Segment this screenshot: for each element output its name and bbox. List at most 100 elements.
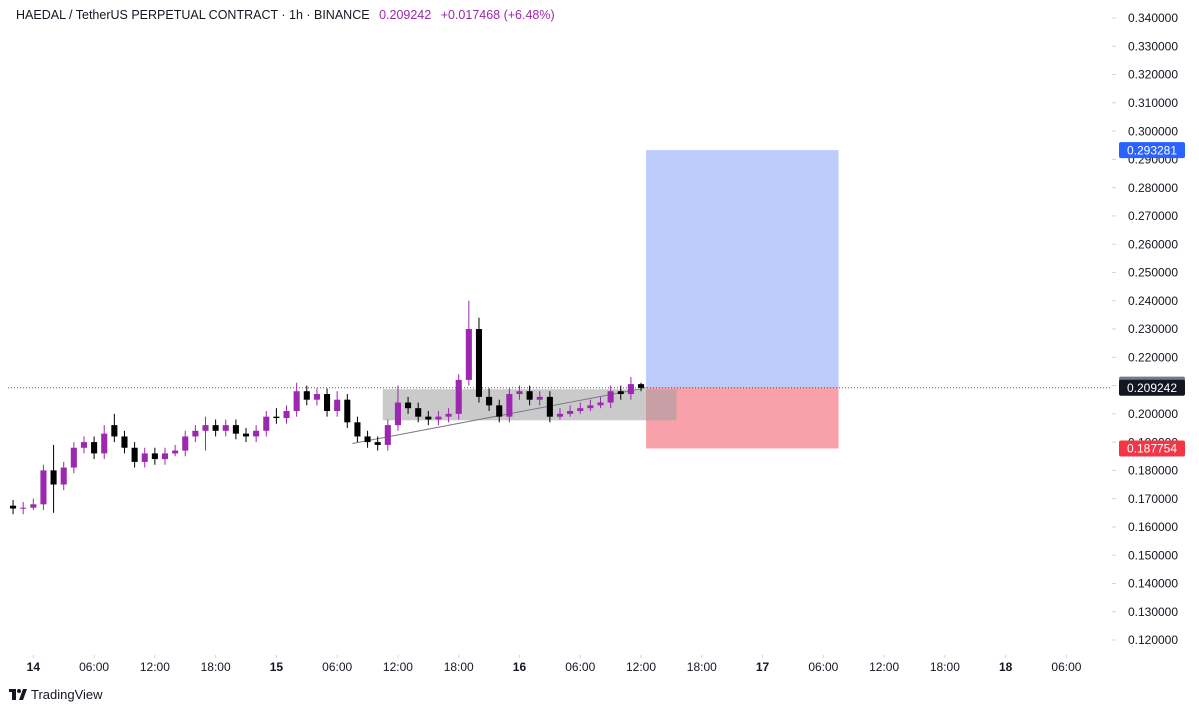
last-price: 0.209242: [379, 8, 432, 22]
x-tick-label: 12:00: [869, 660, 899, 674]
candle-body: [425, 416, 432, 420]
candle-body: [80, 442, 88, 448]
price-tag-label: 0.209242: [1127, 381, 1177, 395]
header: HAEDAL / TetherUS PERPETUAL CONTRACT · 1…: [16, 8, 561, 22]
price-change: +0.017468 (+6.48%): [440, 8, 555, 22]
candle-body: [637, 384, 645, 388]
candle-body: [232, 425, 239, 434]
x-tick-label: 06:00: [1051, 660, 1081, 674]
candle-body: [131, 447, 138, 462]
y-tick-label: 0.230000: [1128, 322, 1178, 336]
y-tick-label: 0.130000: [1128, 605, 1178, 619]
y-tick-label: 0.150000: [1128, 548, 1178, 562]
candle-body: [10, 505, 17, 509]
candle-body: [516, 391, 523, 395]
price-tag: [1119, 379, 1185, 396]
y-tick-label: 0.260000: [1128, 237, 1178, 251]
y-tick-label: 0.280000: [1128, 181, 1178, 195]
candle-body: [70, 447, 77, 468]
y-tick-label: 0.310000: [1128, 96, 1178, 110]
x-tick-label: 18:00: [687, 660, 717, 674]
candle-body: [283, 411, 290, 419]
candle-body: [182, 436, 189, 451]
candle-body: [344, 399, 351, 423]
candle-body: [627, 384, 634, 395]
y-tick-label: 0.330000: [1128, 39, 1178, 53]
candle-body: [253, 430, 260, 437]
candle-body: [354, 422, 361, 437]
candle-body: [455, 379, 462, 414]
y-tick-label: 0.140000: [1128, 577, 1178, 591]
candle-body: [405, 402, 412, 409]
y-tick-label: 0.240000: [1128, 294, 1178, 308]
stop-zone: [646, 387, 839, 449]
candle-body: [293, 391, 300, 412]
candle-body: [212, 425, 219, 431]
candle-body: [465, 329, 472, 380]
candle-body: [242, 433, 250, 437]
candle-body: [597, 402, 604, 406]
candle-body: [111, 425, 118, 437]
candle-body: [121, 436, 128, 448]
y-tick-label: 0.170000: [1128, 492, 1178, 506]
candle-body: [486, 396, 493, 406]
candle-body: [546, 396, 553, 417]
candle-body: [394, 402, 401, 426]
x-tick-label: 15: [270, 660, 284, 674]
price-tag: [1119, 142, 1185, 159]
x-tick-label: 17: [756, 660, 770, 674]
candle-body: [536, 396, 543, 400]
y-tick-label: 0.270000: [1128, 209, 1178, 223]
price-tag-label: 0.187754: [1127, 442, 1177, 456]
x-tick-label: 12:00: [383, 660, 413, 674]
price-tag: [1119, 440, 1185, 457]
candle-body: [172, 450, 179, 454]
candle-body: [60, 467, 67, 485]
candle-body: [384, 425, 391, 445]
candle-body: [141, 453, 148, 462]
x-tick-label: 14: [27, 660, 41, 674]
candle-body: [202, 425, 209, 431]
y-tick-label: 0.320000: [1128, 68, 1178, 82]
brand-logo: [9, 689, 27, 700]
candle-body: [475, 329, 483, 397]
y-tick-label: 0.340000: [1128, 11, 1178, 25]
x-tick-label: 12:00: [140, 660, 170, 674]
x-tick-label: 18:00: [930, 660, 960, 674]
y-tick-label: 0.160000: [1128, 520, 1178, 534]
candle-body: [567, 411, 574, 414]
candle-body: [617, 391, 624, 395]
candle-body: [151, 453, 158, 460]
candle-body: [101, 433, 108, 454]
candle-body: [415, 408, 422, 417]
candle-body: [435, 416, 442, 420]
candle-body: [506, 394, 513, 417]
candle-body: [324, 394, 331, 412]
y-tick-label: 0.300000: [1128, 124, 1178, 138]
y-tick-label: 0.250000: [1128, 266, 1178, 280]
candle-body: [374, 442, 381, 445]
candle-body: [161, 453, 169, 460]
candle-body: [263, 416, 270, 431]
candle-body: [91, 442, 98, 454]
candle-body: [30, 504, 37, 508]
candle-body: [40, 470, 47, 505]
brand: TradingView: [31, 687, 103, 702]
x-tick-label: 06:00: [808, 660, 838, 674]
candle-body: [313, 394, 320, 400]
x-tick-label: 16: [513, 660, 527, 674]
candle-body: [526, 391, 533, 400]
candle-body: [192, 430, 199, 437]
candle-body: [496, 405, 503, 417]
x-tick-label: 12:00: [626, 660, 656, 674]
x-tick-label: 06:00: [322, 660, 352, 674]
x-tick-label: 18:00: [444, 660, 474, 674]
candle-body: [222, 425, 229, 431]
symbol-title: HAEDAL / TetherUS PERPETUAL CONTRACT · 1…: [16, 8, 370, 22]
price-tag-label: 0.293281: [1127, 143, 1177, 157]
x-tick-label: 18:00: [201, 660, 231, 674]
x-tick-label: 06:00: [79, 660, 109, 674]
candle-body: [273, 416, 280, 419]
